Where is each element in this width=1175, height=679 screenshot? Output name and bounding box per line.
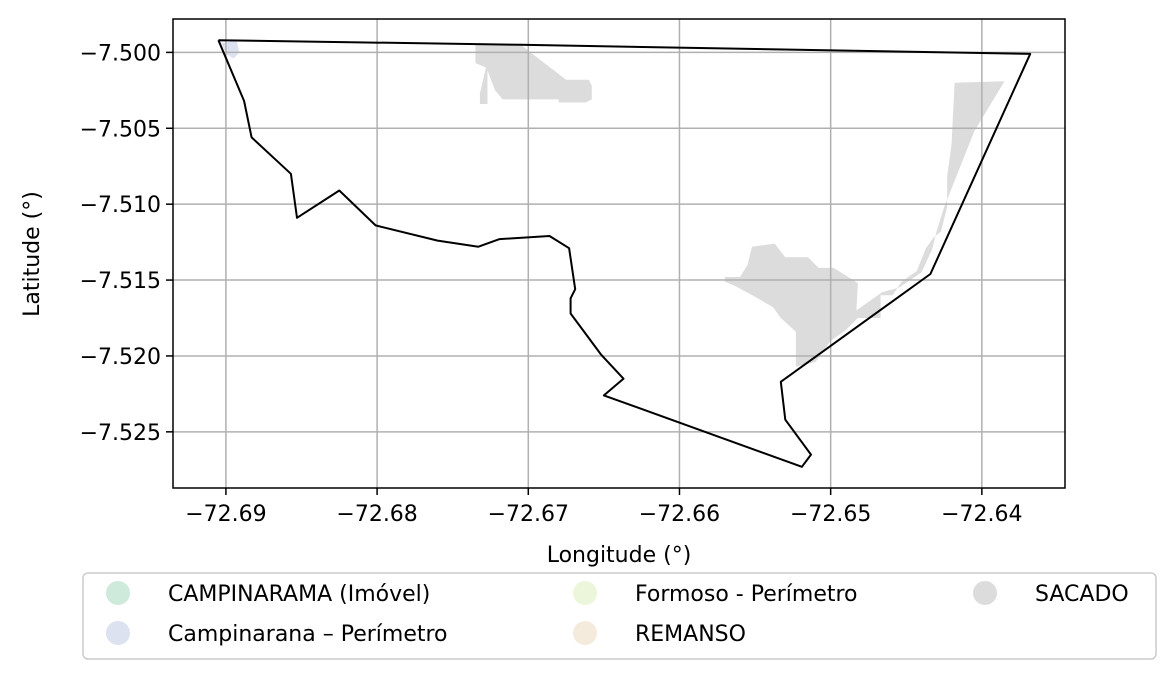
x-axis-label: Longitude (°)	[547, 543, 692, 568]
x-tick-label-0: −72.69	[185, 502, 266, 527]
legend-marker-2	[573, 581, 597, 605]
x-tick-label-3: −72.66	[639, 502, 720, 527]
legend-label-3: REMANSO	[635, 622, 746, 647]
boundary-layer	[217, 39, 1032, 468]
x-tick-label-4: −72.65	[790, 502, 871, 527]
y-axis-label: Latitude (°)	[20, 191, 45, 317]
map-area-sacado-2	[724, 81, 1005, 367]
legend-marker-0	[106, 581, 130, 605]
y-tick-label-1: −7.505	[80, 117, 161, 142]
legend-marker-4	[973, 581, 997, 605]
y-tick-label-4: −7.520	[80, 345, 161, 370]
map-area-sacado-1	[475, 44, 592, 104]
legend-frame	[82, 572, 1157, 660]
y-tick-label-3: −7.515	[80, 269, 161, 294]
legend-label-0: CAMPINARAMA (Imóvel)	[168, 582, 430, 607]
legend-label-4: SACADO	[1035, 582, 1129, 607]
legend-marker-3	[573, 621, 597, 645]
legend-marker-1	[106, 621, 130, 645]
y-tick-label-5: −7.525	[80, 421, 161, 446]
x-axis-ticks: −72.69 −72.68 −72.67 −72.66 −72.65 −72.64	[185, 488, 1023, 527]
legend-label-1: Campinarana – Perímetro	[168, 622, 448, 647]
legend-label-2: Formoso - Perímetro	[635, 582, 858, 607]
axes-frame	[172, 18, 1066, 489]
x-tick-label-5: −72.64	[941, 502, 1022, 527]
legend-entries: CAMPINARAMA (Imóvel) Campinarana – Períme…	[106, 581, 1129, 647]
plot-area	[173, 19, 1065, 488]
y-axis-ticks: −7.500 −7.505 −7.510 −7.515 −7.520 −7.525	[80, 41, 173, 446]
x-tick-label-1: −72.68	[336, 502, 417, 527]
legend: CAMPINARAMA (Imóvel) Campinarana – Períme…	[82, 572, 1157, 660]
property-boundary	[217, 39, 1032, 468]
y-tick-label-0: −7.500	[80, 41, 161, 66]
y-tick-label-2: −7.510	[80, 193, 161, 218]
x-tick-label-2: −72.67	[488, 502, 569, 527]
